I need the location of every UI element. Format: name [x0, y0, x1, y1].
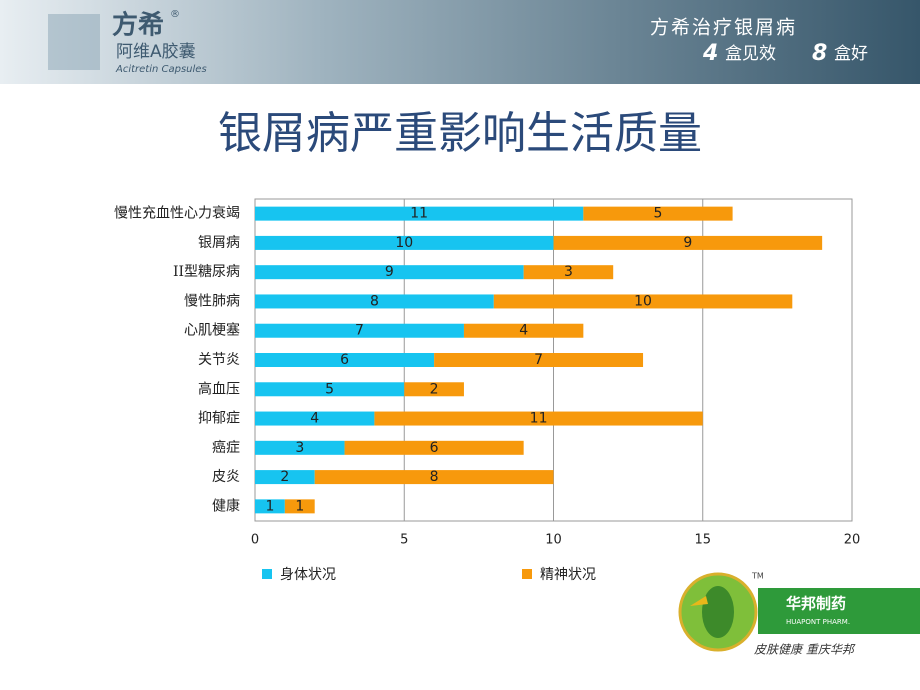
slogan-num: 4	[702, 41, 718, 66]
value-label: 2	[280, 469, 289, 485]
value-label: 6	[430, 440, 439, 456]
bar	[284, 499, 315, 514]
value-label: 11	[530, 411, 548, 427]
value-label: 9	[683, 235, 692, 251]
footer-logo: TM 华邦制药 HUAPONT PHARM. 皮肤健康 重庆华邦	[678, 572, 920, 657]
value-label: 1	[295, 498, 304, 514]
value-label: 3	[564, 264, 573, 280]
product-en: Acitretin Capsules	[115, 64, 207, 75]
value-label: 4	[519, 323, 528, 339]
value-label: 7	[355, 323, 364, 339]
bar	[255, 382, 405, 397]
bar	[255, 499, 285, 514]
y-tick-label: 慢性肺病	[184, 292, 240, 309]
legend-swatch	[522, 569, 532, 579]
bar	[255, 470, 315, 485]
slogan-text: 盒好	[834, 44, 868, 64]
value-label: 1	[265, 498, 274, 514]
y-tick-label: II型糖尿病	[173, 264, 240, 280]
value-label: 10	[634, 293, 652, 309]
bar	[255, 235, 554, 250]
value-label: 5	[325, 381, 334, 397]
legend-label: 精神状况	[540, 567, 596, 583]
y-tick-label: 健康	[212, 497, 240, 514]
y-tick-label: 关节炎	[198, 352, 240, 368]
value-label: 11	[410, 206, 428, 222]
x-tick-label: 15	[694, 533, 711, 548]
value-label: 10	[395, 235, 413, 251]
bar	[344, 440, 524, 455]
bar	[374, 411, 703, 426]
tm: TM	[751, 572, 764, 581]
legend-label: 身体状况	[280, 567, 336, 583]
bar	[523, 265, 614, 280]
x-tick-label: 0	[251, 533, 259, 548]
slogan-text: 盒见效	[725, 44, 776, 64]
bar	[583, 206, 733, 221]
y-tick-label: 高血压	[198, 380, 240, 397]
y-tick-label: 抑郁症	[198, 411, 240, 427]
value-label: 6	[340, 352, 349, 368]
bar	[434, 353, 644, 367]
motto: 皮肤健康 重庆华邦	[754, 643, 856, 657]
bar	[404, 382, 464, 397]
value-label: 8	[370, 293, 379, 309]
company: 华邦制药	[786, 595, 846, 613]
bar	[255, 353, 435, 367]
x-tick-label: 5	[400, 533, 408, 548]
value-label: 2	[430, 381, 439, 397]
bar	[255, 411, 375, 426]
value-label: 8	[430, 469, 439, 485]
slogan-num: 8	[812, 41, 827, 66]
brand-logo: 方希 ® 阿维A胶囊 Acitretin Capsules	[48, 9, 207, 75]
value-label: 9	[385, 264, 394, 280]
chart-title: 银屑病严重影响生活质量	[218, 108, 702, 159]
bar	[553, 235, 823, 250]
y-tick-label: 银屑病	[198, 235, 240, 251]
header-band	[0, 0, 920, 84]
reg: ®	[170, 9, 180, 20]
value-label: 4	[310, 411, 319, 427]
bar	[255, 265, 524, 280]
brand: 方希	[112, 10, 164, 41]
y-tick-label: 慢性充血性心力衰竭	[114, 205, 240, 222]
y-tick-label: 心肌梗塞	[184, 322, 240, 339]
x-tick-label: 10	[545, 533, 562, 548]
bar	[255, 206, 584, 221]
value-label: 7	[534, 352, 543, 368]
bar	[463, 323, 584, 338]
bar	[255, 440, 345, 455]
y-tick-label: 皮炎	[212, 469, 240, 485]
bar	[493, 294, 793, 309]
y-tick-label: 癌症	[212, 440, 240, 456]
bar	[255, 294, 494, 309]
bar	[255, 323, 464, 338]
product: 阿维A胶囊	[116, 42, 196, 62]
legend-swatch	[262, 569, 272, 579]
value-label: 3	[295, 440, 304, 456]
value-label: 5	[654, 206, 663, 222]
bar	[314, 470, 554, 485]
slogan: 方希治疗银屑病	[650, 17, 797, 39]
x-tick-label: 20	[844, 533, 861, 548]
company-en: HUAPONT PHARM.	[786, 618, 850, 626]
